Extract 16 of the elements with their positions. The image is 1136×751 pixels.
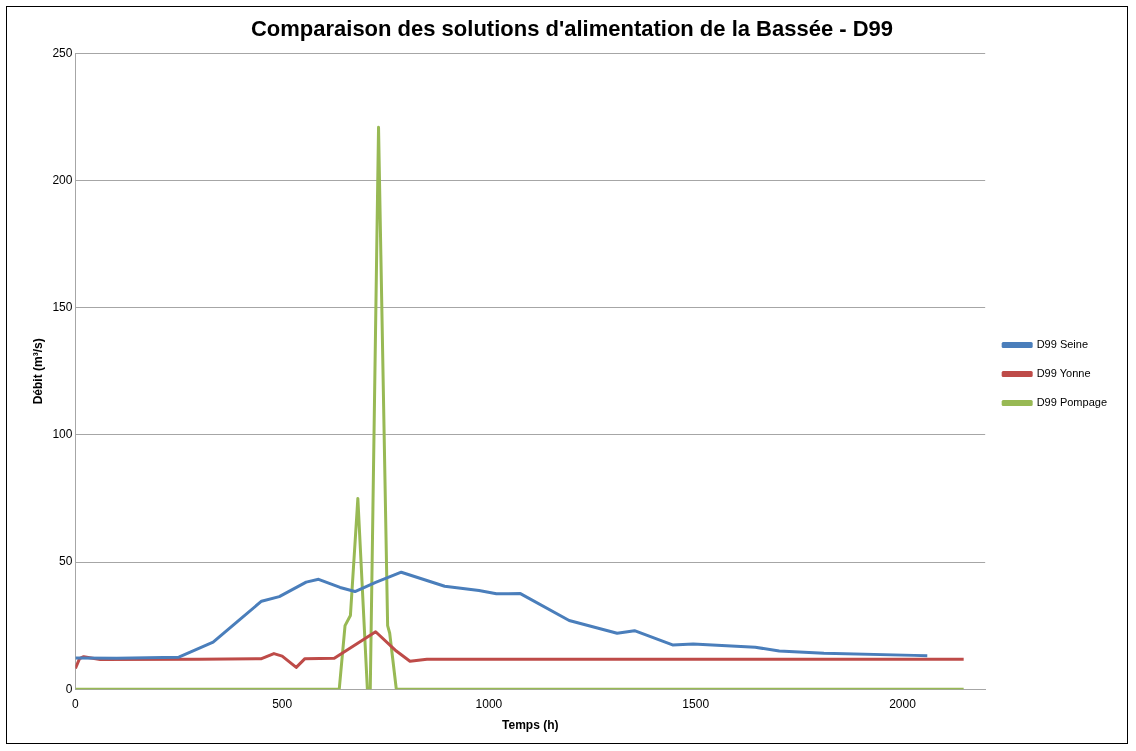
x-tick-label: 500 — [272, 696, 293, 711]
legend-label: D99 Pompage — [1036, 396, 1107, 409]
legend-label: D99 Seine — [1036, 338, 1089, 351]
chart-title: Comparaison des solutions d'alimentation de la Bassée - D99 — [250, 16, 894, 42]
y-axis-title: Débit (m³/s) — [30, 338, 45, 405]
x-tick-label: 1500 — [682, 696, 710, 711]
x-tick-label: 1000 — [475, 696, 503, 711]
x-tick-label: 2000 — [889, 696, 917, 711]
y-tick-label: 250 — [52, 45, 73, 60]
y-tick-label: 200 — [52, 172, 73, 187]
y-tick-label: 100 — [52, 427, 73, 442]
y-tick-label: 150 — [52, 300, 73, 315]
y-tick-label: 0 — [65, 681, 73, 696]
y-tick-label: 50 — [59, 554, 73, 569]
x-axis-title: Temps (h) — [502, 718, 559, 733]
legend-label: D99 Yonne — [1036, 367, 1091, 380]
